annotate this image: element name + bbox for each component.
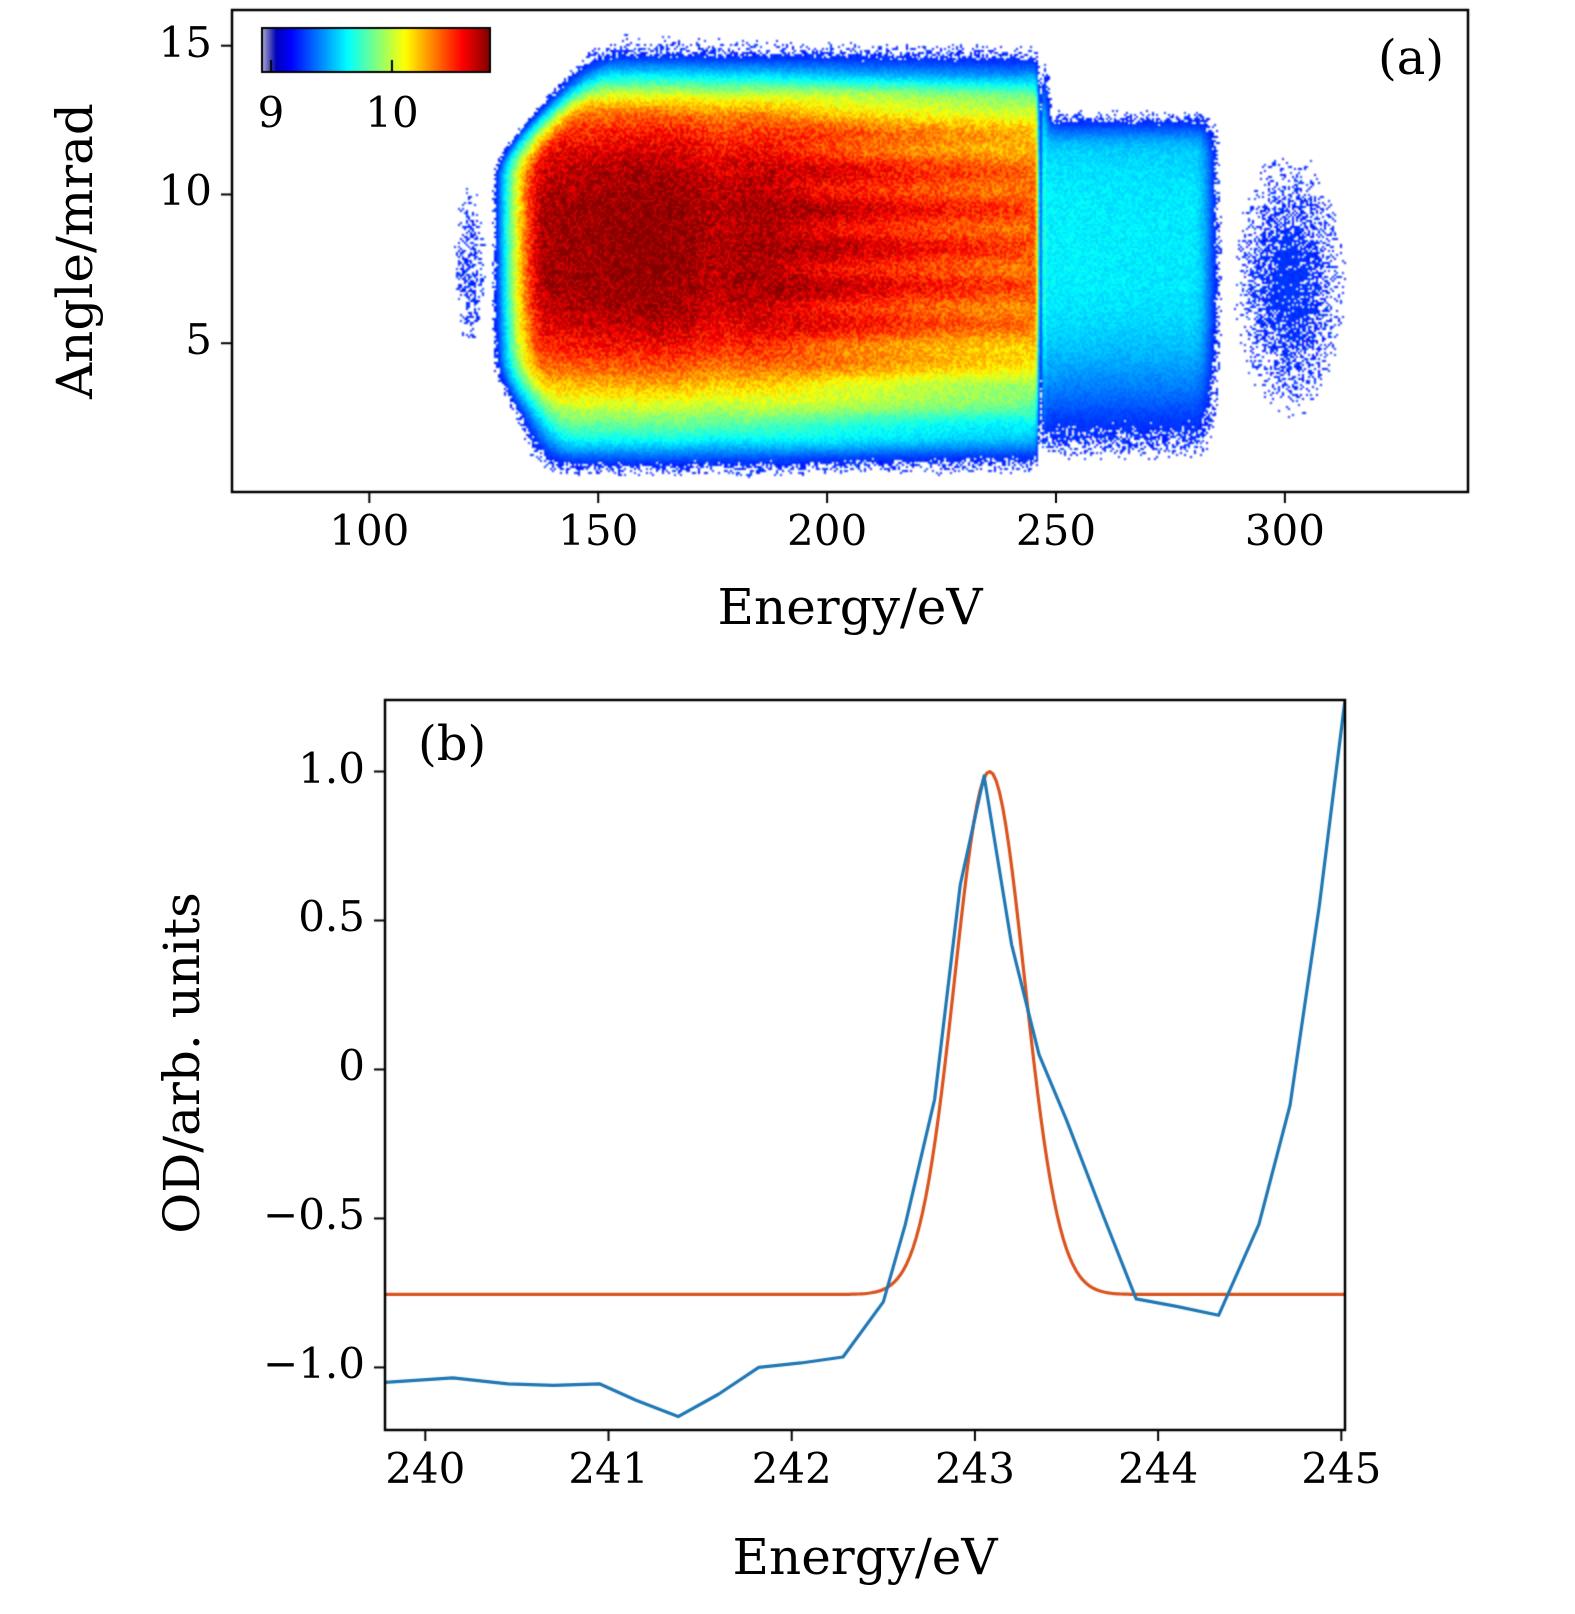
panel-b-x-tick-label: 244 [1118,1444,1199,1493]
panel-b-yaxis-label: OD/arb. units [153,892,211,1234]
panel-a-label: (a) [1378,30,1445,86]
colorbar-tick-label-9: 9 [257,88,285,137]
panel-a-y-tick-label: 5 [185,315,212,365]
colorbar-tick-label-10: 10 [365,88,419,137]
panel-b-y-tick-label: 0.5 [298,892,365,942]
panel-b-y-tick-label: 0 [338,1041,365,1091]
panel-b-xaxis-label: Energy/eV [732,1528,998,1586]
panel-a-y-tick-label: 10 [158,166,212,216]
panel-a-x-tick-label: 300 [1244,506,1325,555]
panel-a-x-tick-label: 100 [329,506,410,555]
panel-b-x-tick-label: 241 [568,1444,649,1493]
panel-b-y-tick-label: −1.0 [263,1339,365,1389]
panel-b-label: (b) [418,716,487,772]
panel-b-y-tick-label: 1.0 [298,743,365,793]
panel-b-x-tick-label: 242 [751,1444,832,1493]
panel-b-x-tick-label: 240 [385,1444,466,1493]
panel-b-x-tick-label: 243 [934,1444,1015,1493]
panel-a-x-tick-label: 250 [1015,506,1097,555]
panel-a-x-tick-label: 150 [558,506,639,555]
panel-b-y-tick-label: −0.5 [263,1190,365,1240]
panel-b-x-tick-label: 245 [1301,1444,1382,1493]
panel-a-xaxis-label: Energy/eV [717,578,983,636]
panel-a-x-tick-label: 200 [787,506,868,555]
panel-a-y-tick-label: 15 [158,17,212,67]
